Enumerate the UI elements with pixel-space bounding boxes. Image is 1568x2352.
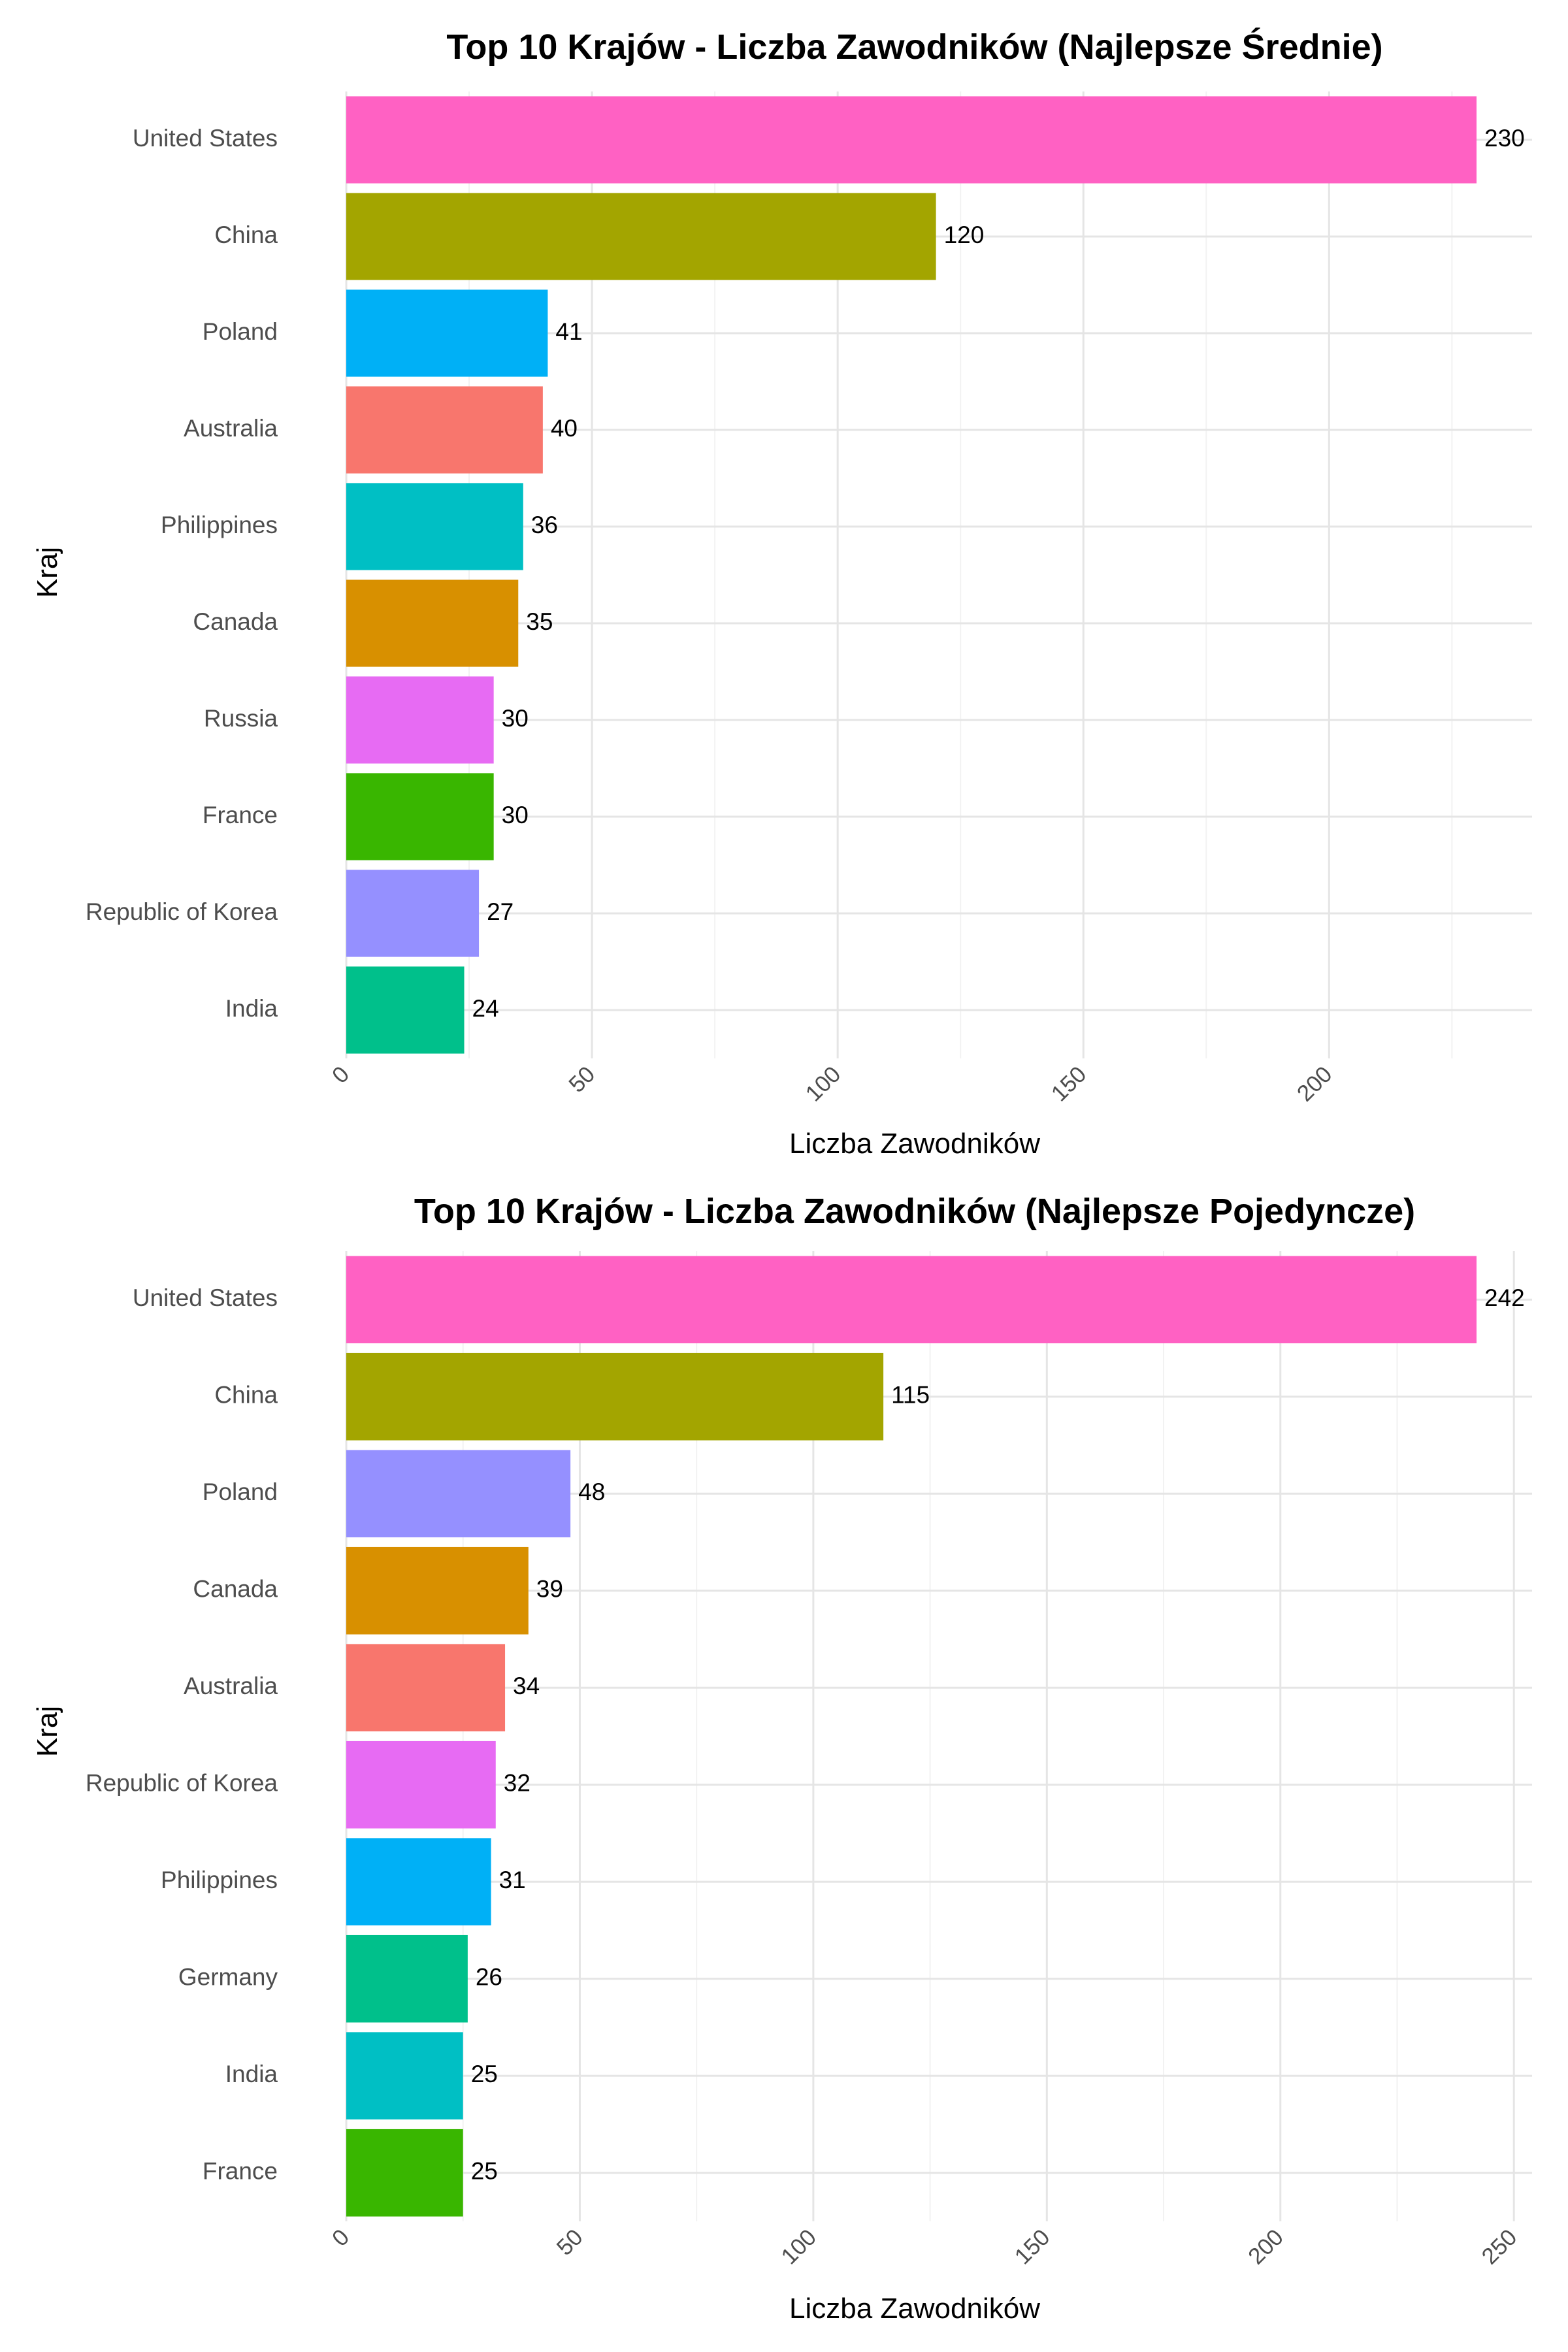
y-axis-title: Kraj bbox=[31, 1706, 63, 1757]
x-axis-title: Liczba Zawodników bbox=[789, 2293, 1040, 2325]
bars: 230 120 41 40 36 35 30 30 27 24 bbox=[346, 96, 1525, 1054]
data-label: 32 bbox=[504, 1770, 531, 1797]
bar bbox=[346, 2032, 463, 2120]
bar bbox=[346, 1352, 884, 1441]
category-label: United States bbox=[133, 1284, 278, 1311]
bar bbox=[346, 1740, 496, 1829]
y-axis-title: Kraj bbox=[31, 547, 63, 598]
chart-title: Top 10 Krajów - Liczba Zawodników (Najle… bbox=[446, 27, 1382, 67]
data-label: 39 bbox=[536, 1576, 563, 1603]
bars: 242 115 48 39 34 32 31 26 25 25 bbox=[346, 1256, 1525, 2217]
category-label: United States bbox=[133, 125, 278, 152]
category-label: France bbox=[203, 2158, 278, 2185]
bar bbox=[346, 1546, 529, 1635]
category-label: China bbox=[214, 221, 278, 248]
category-label: Australia bbox=[184, 1673, 278, 1699]
category-label: China bbox=[214, 1382, 278, 1409]
bar bbox=[346, 483, 523, 570]
bar bbox=[346, 1838, 491, 1926]
chart-title: Top 10 Krajów - Liczba Zawodników (Najle… bbox=[414, 1192, 1415, 1231]
data-label: 27 bbox=[487, 898, 514, 925]
category-label: Russia bbox=[204, 705, 278, 732]
data-label: 120 bbox=[944, 221, 985, 248]
category-labels: United States China Poland Canada Australia R… bbox=[86, 1284, 278, 2185]
data-label: 48 bbox=[578, 1478, 605, 1505]
bar bbox=[346, 193, 936, 280]
data-label: 24 bbox=[472, 995, 499, 1022]
data-label: 30 bbox=[502, 705, 529, 732]
category-label: Australia bbox=[184, 415, 278, 442]
bar bbox=[346, 1644, 506, 1732]
category-label: Canada bbox=[193, 1576, 278, 1603]
bar bbox=[346, 870, 480, 957]
bar bbox=[346, 966, 465, 1054]
category-label: India bbox=[225, 995, 278, 1022]
category-label: Canada bbox=[193, 608, 278, 635]
category-label: Poland bbox=[203, 1478, 278, 1505]
category-label: Germany bbox=[178, 1964, 278, 1991]
data-label: 30 bbox=[502, 802, 529, 828]
data-label: 115 bbox=[891, 1382, 930, 1409]
bar bbox=[346, 773, 494, 860]
category-label: Poland bbox=[203, 318, 278, 345]
bar bbox=[346, 386, 543, 474]
bar bbox=[346, 1935, 468, 2023]
data-label: 26 bbox=[476, 1964, 502, 1991]
category-label: Philippines bbox=[161, 512, 278, 538]
category-label: Republic of Korea bbox=[86, 1770, 278, 1797]
data-label: 230 bbox=[1484, 125, 1525, 152]
bar bbox=[346, 1256, 1477, 1344]
bar bbox=[346, 96, 1477, 184]
data-label: 242 bbox=[1484, 1284, 1525, 1311]
data-label: 25 bbox=[471, 2061, 498, 2087]
data-label: 34 bbox=[513, 1673, 540, 1699]
category-label: France bbox=[203, 802, 278, 828]
data-label: 36 bbox=[531, 512, 558, 538]
data-label: 25 bbox=[471, 2158, 498, 2185]
data-label: 35 bbox=[526, 608, 553, 635]
bar bbox=[346, 289, 548, 377]
data-label: 41 bbox=[555, 318, 582, 345]
category-label: Republic of Korea bbox=[86, 898, 278, 925]
bar bbox=[346, 580, 519, 667]
bar bbox=[346, 1450, 571, 1538]
data-label: 31 bbox=[499, 1867, 526, 1893]
category-label: India bbox=[225, 2061, 278, 2087]
x-axis-title: Liczba Zawodników bbox=[789, 1128, 1040, 1160]
category-labels: United States China Poland Australia Philipp… bbox=[86, 125, 278, 1022]
data-label: 40 bbox=[551, 415, 578, 442]
bar bbox=[346, 2129, 463, 2217]
bar bbox=[346, 676, 494, 764]
category-label: Philippines bbox=[161, 1867, 278, 1893]
